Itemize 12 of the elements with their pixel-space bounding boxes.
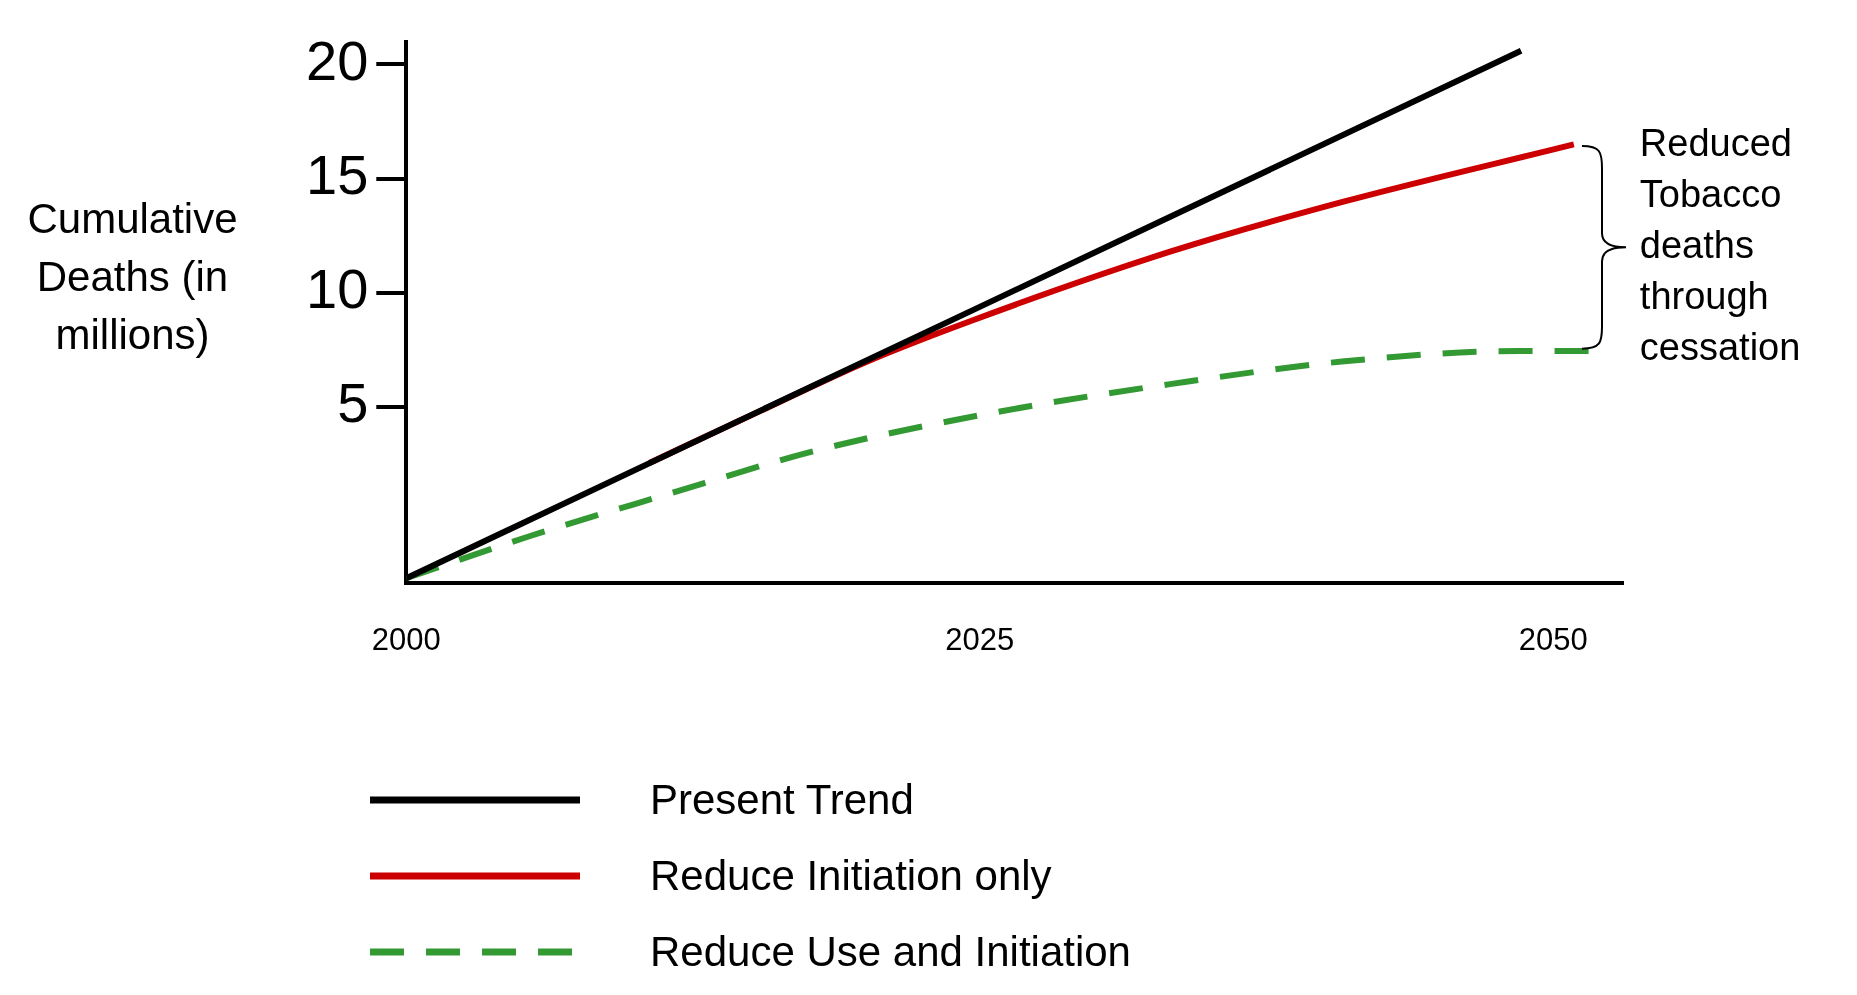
y-tick-label: 15 [305, 143, 369, 207]
x-tick-label: 2050 [1518, 621, 1588, 657]
x-tick-label: 2000 [371, 621, 441, 657]
text: Reduced Tobacco deaths through cessation [1639, 122, 1801, 369]
y-tick-label: 10 [305, 257, 369, 321]
legend-label: Reduce Use and Initiation [650, 927, 1131, 977]
x-tick-label: 2025 [945, 621, 1015, 657]
y-axis-title: Cumulative Deaths (in millions) [26, 194, 239, 360]
y-tick-label: 20 [305, 28, 369, 92]
y-tick-label: 5 [337, 371, 369, 435]
legend-label: Reduce Initiation only [650, 851, 1052, 901]
legend-label: Present Trend [650, 775, 914, 825]
